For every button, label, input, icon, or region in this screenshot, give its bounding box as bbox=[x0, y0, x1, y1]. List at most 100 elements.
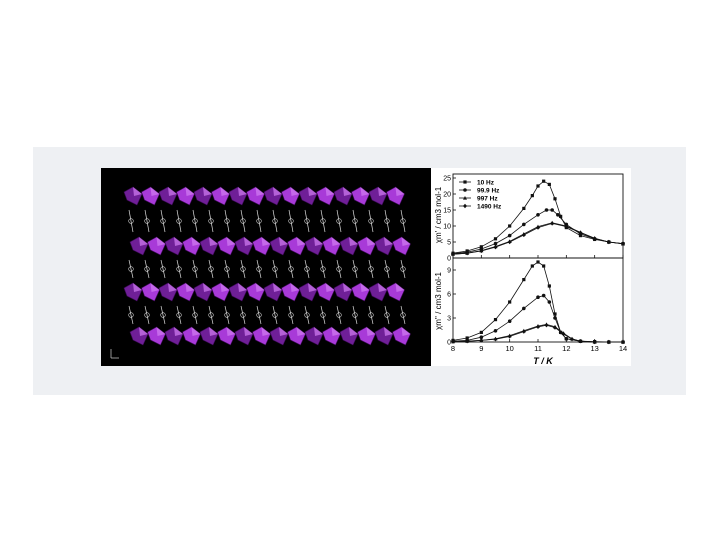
polyhedron bbox=[298, 282, 318, 302]
polyhedron-facet bbox=[331, 327, 341, 336]
polyhedron-facet bbox=[203, 187, 212, 196]
data-point-diamond bbox=[493, 244, 498, 250]
polyhedron-facet bbox=[191, 327, 201, 336]
polyhedron bbox=[164, 326, 184, 346]
data-point-circle bbox=[536, 213, 540, 217]
ligand-bond bbox=[288, 209, 294, 233]
polyhedron-facet bbox=[203, 283, 212, 292]
ligand-ring bbox=[336, 218, 342, 224]
polyhedron-facet bbox=[185, 187, 195, 196]
data-point-square bbox=[508, 300, 512, 304]
polyhedron-facet bbox=[279, 237, 288, 246]
ligand-bond bbox=[160, 259, 166, 279]
data-point-diamond bbox=[465, 339, 470, 344]
data-point-circle bbox=[463, 188, 467, 192]
ligand-bond bbox=[352, 209, 358, 233]
polyhedron bbox=[392, 236, 411, 256]
polyhedron-facet bbox=[343, 187, 352, 196]
data-point-square bbox=[508, 224, 512, 228]
ligand-bond bbox=[304, 305, 310, 325]
data-point-square bbox=[530, 194, 534, 198]
polyhedron bbox=[211, 186, 230, 206]
polyhedron-facet bbox=[255, 283, 265, 292]
polyhedron-facet bbox=[401, 327, 411, 336]
polyhedron-facet bbox=[296, 237, 306, 246]
x-tick-label: 11 bbox=[534, 344, 542, 353]
polyhedron bbox=[199, 326, 219, 346]
data-point-square bbox=[463, 180, 467, 184]
data-point-diamond bbox=[536, 225, 540, 230]
ligand-bond bbox=[304, 259, 310, 279]
ligand-ring bbox=[320, 218, 326, 224]
ligand-bond bbox=[368, 305, 374, 325]
ligand-ring bbox=[256, 312, 262, 318]
data-point-diamond bbox=[606, 339, 611, 345]
ligand-ring bbox=[304, 312, 310, 318]
y-tick-label: 15 bbox=[443, 208, 451, 215]
ligand-bond bbox=[384, 209, 390, 233]
polyhedron bbox=[281, 186, 300, 206]
x-tick-label: 9 bbox=[479, 344, 483, 353]
polyhedron-facet bbox=[314, 327, 323, 336]
polyhedron bbox=[228, 282, 248, 302]
polyhedron bbox=[263, 282, 283, 302]
polyhedron-facet bbox=[384, 327, 393, 336]
data-point-triangle bbox=[463, 196, 467, 200]
polyhedron-facet bbox=[308, 187, 317, 196]
data-point-circle bbox=[479, 335, 484, 339]
ligand-ring bbox=[224, 218, 230, 224]
ligand-ring bbox=[192, 218, 198, 224]
data-point-square bbox=[553, 197, 557, 201]
data-point-square bbox=[479, 245, 483, 249]
polyhedron bbox=[234, 326, 254, 346]
data-point-diamond bbox=[507, 239, 512, 245]
ligand-ring bbox=[352, 266, 358, 272]
polyhedron-facet bbox=[384, 237, 393, 246]
polyhedron bbox=[374, 326, 394, 346]
data-point-diamond bbox=[592, 339, 597, 345]
polyhedron-facet bbox=[395, 187, 405, 196]
data-point-diamond bbox=[536, 324, 540, 329]
polyhedron bbox=[217, 326, 236, 346]
polyhedron bbox=[339, 236, 359, 256]
polyhedron bbox=[141, 186, 160, 206]
ligand-bond bbox=[352, 259, 358, 279]
polyhedron-facet bbox=[279, 327, 288, 336]
data-point-diamond bbox=[561, 331, 566, 337]
data-point-square bbox=[522, 278, 526, 282]
ligand-bond bbox=[240, 259, 246, 279]
ligand-ring bbox=[240, 312, 246, 318]
ligand-ring bbox=[288, 312, 294, 318]
plot-frame bbox=[452, 257, 624, 343]
ligand-ring bbox=[368, 218, 374, 224]
polyhedron-facet bbox=[261, 327, 271, 336]
polyhedron-facet bbox=[366, 327, 376, 336]
ligand-bond bbox=[336, 209, 342, 233]
polyhedron-facet bbox=[296, 327, 306, 336]
data-point-square bbox=[522, 206, 526, 210]
polyhedron bbox=[158, 282, 178, 302]
polyhedron-facet bbox=[174, 327, 183, 336]
polyhedron-facet bbox=[226, 327, 236, 336]
ligand-bond bbox=[192, 305, 198, 325]
data-point-diamond bbox=[544, 323, 549, 328]
polyhedron-facet bbox=[331, 237, 341, 246]
ligand-ring bbox=[176, 266, 182, 272]
ligand-ring bbox=[144, 266, 150, 272]
ligand-ring bbox=[208, 266, 214, 272]
ligand-ring bbox=[288, 218, 294, 224]
data-point-square bbox=[559, 214, 563, 218]
x-tick-label: 10 bbox=[505, 344, 513, 353]
data-point-diamond bbox=[592, 236, 597, 241]
polyhedron bbox=[269, 326, 289, 346]
polyhedron bbox=[246, 282, 265, 302]
ligand-bond bbox=[240, 209, 246, 233]
polyhedron-facet bbox=[220, 187, 230, 196]
ligand-bond bbox=[320, 209, 326, 233]
ligand-ring bbox=[128, 218, 134, 224]
polyhedron bbox=[386, 282, 405, 302]
ligand-bond bbox=[336, 259, 342, 279]
polyhedron-facet bbox=[238, 187, 247, 196]
data-point-diamond bbox=[451, 339, 455, 344]
